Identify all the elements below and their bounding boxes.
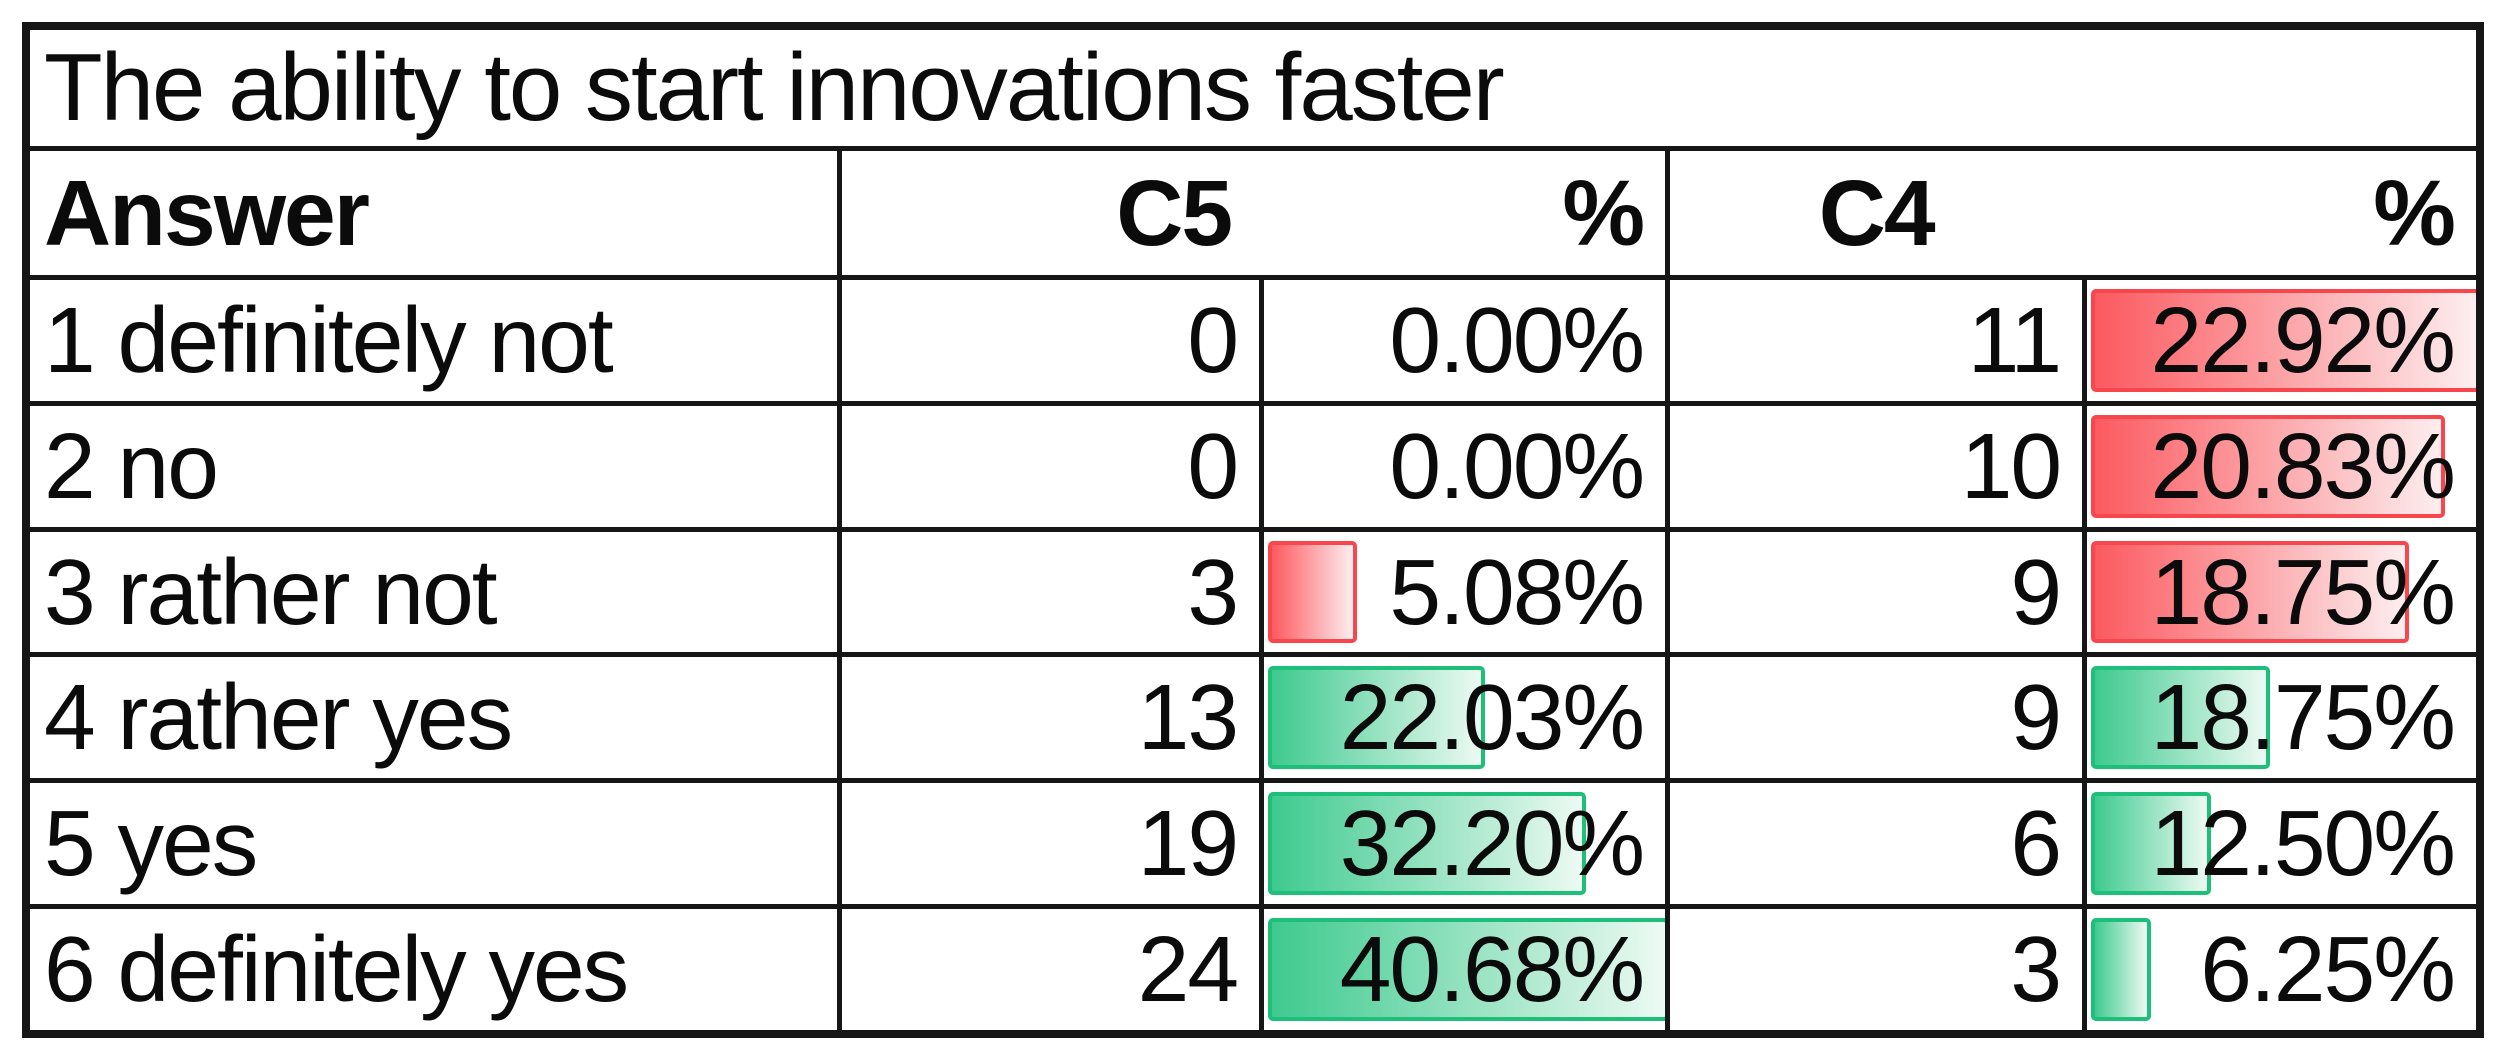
header-c4: C4 (1665, 151, 2082, 275)
c4-databar (2091, 918, 2152, 1021)
c5-count-value: 13 (837, 657, 1259, 779)
table-header-row: Answer C5 % C4 % (30, 151, 2476, 280)
c5-percent-cell: 32.20% (1259, 783, 1665, 905)
c5-databar (1268, 540, 1358, 644)
c4-percent-value: 22.92% (2150, 287, 2456, 392)
c5-percent-cell: 40.68% (1259, 909, 1666, 1030)
c4-percent-value: 12.50% (2150, 791, 2456, 896)
header-c4-percent: % (2373, 160, 2456, 265)
c5-percent-cell: 0.00% (1259, 405, 1665, 527)
c5-databar (1268, 918, 1666, 1021)
c4-percent-value: 20.83% (2150, 413, 2456, 518)
c5-percent-value: 0.00% (1389, 287, 1645, 392)
c4-databar (2091, 792, 2211, 896)
c5-percent-cell: 0.00% (1259, 280, 1665, 401)
c4-percent-cell: 6.25% (2082, 909, 2476, 1030)
table-row: 2 no 0 0.00% 10 20.83% (30, 405, 2476, 532)
c5-count-value: 0 (837, 405, 1259, 527)
table-row: 1 definitely not 0 0.00% 11 22.92% (30, 280, 2476, 406)
answer-label: 1 definitely not (44, 287, 614, 392)
c4-count-value: 9 (1665, 657, 2082, 779)
c5-percent-value: 40.68% (1339, 917, 1645, 1022)
c4-count-value: 3 (1665, 909, 2082, 1030)
c4-databar (2091, 540, 2410, 644)
c4-databar (2091, 414, 2445, 518)
c5-percent-value: 0.00% (1389, 413, 1645, 518)
c4-percent-cell: 18.75% (2082, 531, 2476, 653)
c5-percent-cell: 22.03% (1259, 657, 1665, 779)
table-row: 4 rather yes 13 22.03% 9 18.75% (30, 657, 2476, 784)
c4-percent-value: 18.75% (2150, 539, 2456, 644)
c4-percent-cell: 22.92% (2082, 280, 2476, 401)
c5-percent-cell: 5.08% (1259, 531, 1665, 653)
c5-percent-value: 5.08% (1389, 539, 1645, 644)
table-row: 5 yes 19 32.20% 6 12.50% (30, 783, 2476, 910)
survey-results-table: The ability to start innovations faster … (22, 22, 2484, 1038)
header-answer: Answer (44, 160, 370, 265)
c4-count-value: 11 (1665, 280, 2082, 401)
answer-label: 4 rather yes (44, 665, 513, 770)
c5-count-value: 3 (837, 531, 1259, 653)
answer-label: 6 definitely yes (44, 917, 629, 1022)
c5-percent-value: 32.20% (1339, 791, 1645, 896)
c5-count-value: 0 (837, 280, 1259, 401)
c4-percent-cell: 12.50% (2082, 783, 2476, 905)
table-row: 6 definitely yes 24 40.68% 3 6.25% (30, 909, 2476, 1030)
c4-count-value: 6 (1665, 783, 2082, 905)
table-title-row: The ability to start innovations faster (30, 30, 2476, 151)
c4-percent-value: 6.25% (2200, 917, 2456, 1022)
c4-count-value: 9 (1665, 531, 2082, 653)
c4-count-value: 10 (1665, 405, 2082, 527)
c4-databar (2091, 666, 2271, 770)
c5-databar (1268, 666, 1486, 770)
answer-label: 2 no (44, 413, 219, 518)
answer-label: 3 rather not (44, 539, 498, 644)
c4-percent-cell: 18.75% (2082, 657, 2476, 779)
c4-percent-cell: 20.83% (2082, 405, 2476, 527)
header-c5-percent: % (1562, 160, 1645, 265)
c4-percent-value: 18.75% (2150, 665, 2456, 770)
c5-databar (1268, 792, 1586, 896)
table-title: The ability to start innovations faster (44, 34, 1505, 141)
c5-count-value: 19 (837, 783, 1259, 905)
answer-label: 5 yes (44, 791, 258, 896)
c5-percent-value: 22.03% (1339, 665, 1645, 770)
header-c5: C5 (837, 151, 1259, 275)
table-row: 3 rather not 3 5.08% 9 18.75% (30, 531, 2476, 658)
c5-count-value: 24 (837, 909, 1259, 1030)
c4-databar (2091, 289, 2476, 392)
